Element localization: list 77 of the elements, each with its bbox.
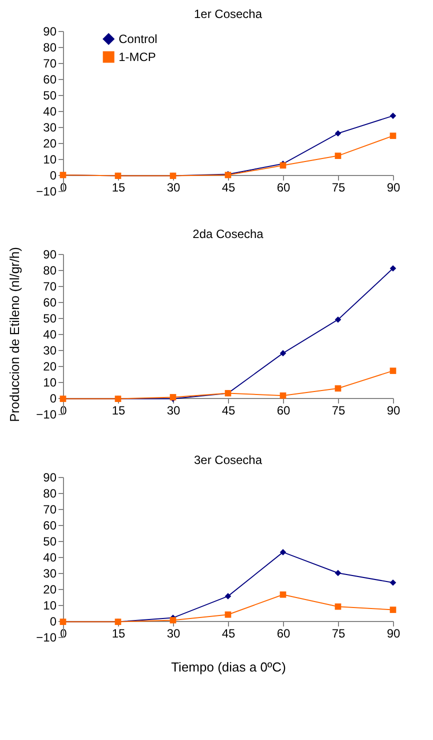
y-tick-label: 40: [43, 550, 57, 564]
x-tick-label: 15: [112, 626, 126, 640]
x-tick-label: 45: [222, 180, 236, 194]
y-tick-label: 80: [43, 264, 57, 278]
x-tick-label: 75: [332, 626, 346, 640]
point: [334, 570, 342, 576]
y-tick-label: 40: [43, 328, 57, 342]
y-tick-label: 50: [43, 312, 57, 326]
y-tick-label: 0: [50, 614, 57, 628]
y-tick-label: −10: [36, 630, 57, 644]
point: [390, 368, 396, 374]
y-tick-label: 50: [43, 534, 57, 548]
point: [224, 611, 232, 618]
point: [390, 606, 396, 613]
point: [280, 350, 286, 356]
x-tick-label: 30: [166, 404, 180, 418]
x-tick-label: 30: [166, 180, 180, 194]
y-tick-label: 70: [43, 280, 57, 294]
y-axis-title: Produccion de Etileno (nl/gr/h): [7, 247, 22, 422]
x-tick-label: 15: [112, 180, 126, 194]
y-tick-label: 90: [43, 470, 57, 484]
point: [390, 579, 396, 586]
y-tick-label: 60: [43, 518, 57, 532]
x-tick-label: 30: [166, 626, 180, 640]
y-tick-label: 0: [50, 392, 57, 406]
y-tick-label: 0: [50, 168, 57, 182]
chart-title: 3er Cosecha: [194, 453, 262, 467]
y-tick-label: −10: [36, 408, 57, 422]
x-tick-label: 15: [112, 404, 126, 418]
point: [334, 152, 342, 159]
y-tick-label: 20: [43, 136, 57, 150]
point: [390, 265, 396, 272]
point: [334, 130, 342, 137]
x-tick-label: 75: [332, 404, 346, 418]
point: [280, 392, 286, 399]
x-tick-label: 45: [222, 626, 236, 640]
y-tick-label: 10: [43, 376, 57, 390]
x-tick-label: 90: [386, 180, 400, 194]
y-tick-label: 10: [43, 598, 57, 612]
y-tick-label: 90: [43, 24, 57, 38]
point: [334, 603, 342, 610]
point: [280, 591, 286, 598]
point: [390, 112, 396, 119]
y-tick-label: 90: [43, 248, 57, 262]
y-tick-label: 60: [43, 72, 57, 86]
y-tick-label: 10: [43, 152, 57, 166]
x-tick-label: 60: [276, 626, 290, 640]
y-tick-label: 30: [43, 566, 57, 580]
y-tick-label: −10: [36, 184, 57, 198]
y-tick-label: 80: [43, 486, 57, 500]
y-tick-label: 30: [43, 344, 57, 358]
y-tick-label: 50: [43, 88, 57, 102]
y-tick-label: 70: [43, 502, 57, 516]
x-tick-label: 60: [276, 404, 290, 418]
y-tick-label: 60: [43, 296, 57, 310]
point: [334, 316, 342, 323]
y-tick-label: 40: [43, 104, 57, 118]
y-tick-label: 80: [43, 40, 57, 54]
point: [224, 593, 232, 600]
x-tick-label: 45: [222, 404, 236, 418]
legend-label: 1-MCP: [118, 50, 156, 64]
x-tick-label: 90: [386, 404, 400, 418]
x-tick-label: 60: [276, 180, 290, 194]
x-tick-label: 90: [386, 626, 400, 640]
x-tick-label: 75: [332, 180, 346, 194]
y-tick-label: 70: [43, 56, 57, 70]
point: [170, 617, 176, 624]
point: [334, 385, 342, 392]
chart-title: 1er Cosecha: [194, 7, 262, 21]
point: [280, 549, 286, 556]
point: [390, 132, 396, 139]
chart-title: 2da Cosecha: [192, 226, 264, 241]
y-tick-label: 20: [43, 582, 57, 596]
y-tick-label: 20: [43, 360, 57, 374]
y-tick-label: 30: [43, 120, 57, 134]
x-axis-title: Tiempo (dias a 0ºC): [171, 660, 286, 674]
legend-label: Control: [118, 32, 158, 46]
